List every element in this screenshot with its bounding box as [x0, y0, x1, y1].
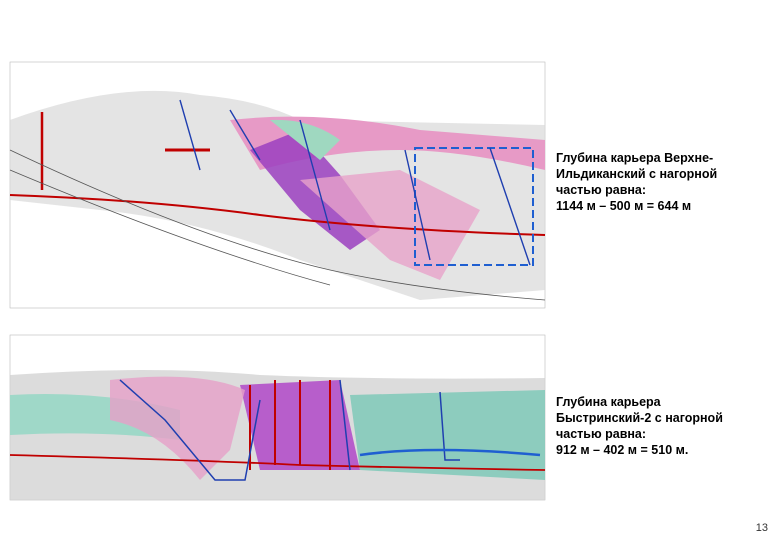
caption-line: 912 м – 402 м = 510 м.: [556, 443, 689, 457]
lower-caption: Глубина карьера Быстринский-2 с нагорной…: [556, 394, 771, 458]
upper-cross-section: [9, 61, 546, 309]
caption-line: Глубина карьера Верхне-: [556, 151, 714, 165]
caption-line: 1144 м – 500 м = 644 м: [556, 199, 692, 213]
caption-line: частью равна:: [556, 183, 647, 197]
caption-line: Быстринский-2 с нагорной: [556, 411, 723, 425]
cross-sections: [9, 61, 546, 501]
page-number: 13: [755, 522, 768, 534]
caption-line: Глубина карьера: [556, 395, 661, 409]
caption-line: Ильдиканский с нагорной: [556, 167, 718, 181]
caption-line: частью равна:: [556, 427, 647, 441]
lower-cross-section: [9, 334, 546, 501]
upper-caption: Глубина карьера Верхне- Ильдиканский с н…: [556, 150, 771, 214]
